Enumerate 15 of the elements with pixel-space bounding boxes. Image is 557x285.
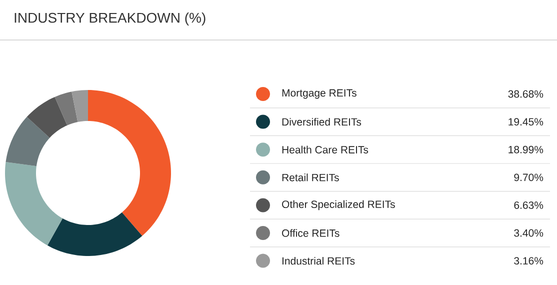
data-label: 19.45% [508, 118, 544, 126]
legend-label: Industrial REITs [282, 256, 355, 265]
chart-title: INDUSTRY BREAKDOWN (%) [14, 12, 206, 26]
legend-label: Health Care REITs [282, 146, 368, 154]
data-label: 6.63% [514, 201, 544, 209]
data-label: 38.68% [508, 90, 544, 98]
legend-label: Mortgage REITs [282, 89, 356, 99]
legend-label: Office REITs [282, 229, 340, 237]
data-label: 3.40% [514, 229, 544, 237]
legend-label: Retail REITs [282, 174, 339, 182]
data-label: 9.70% [514, 174, 544, 182]
data-label: 3.16% [514, 257, 544, 265]
legend-label: Diversified REITs [282, 118, 362, 126]
data-label: 18.99% [508, 146, 544, 154]
legend-label: Other Specialized REITs [282, 200, 395, 210]
